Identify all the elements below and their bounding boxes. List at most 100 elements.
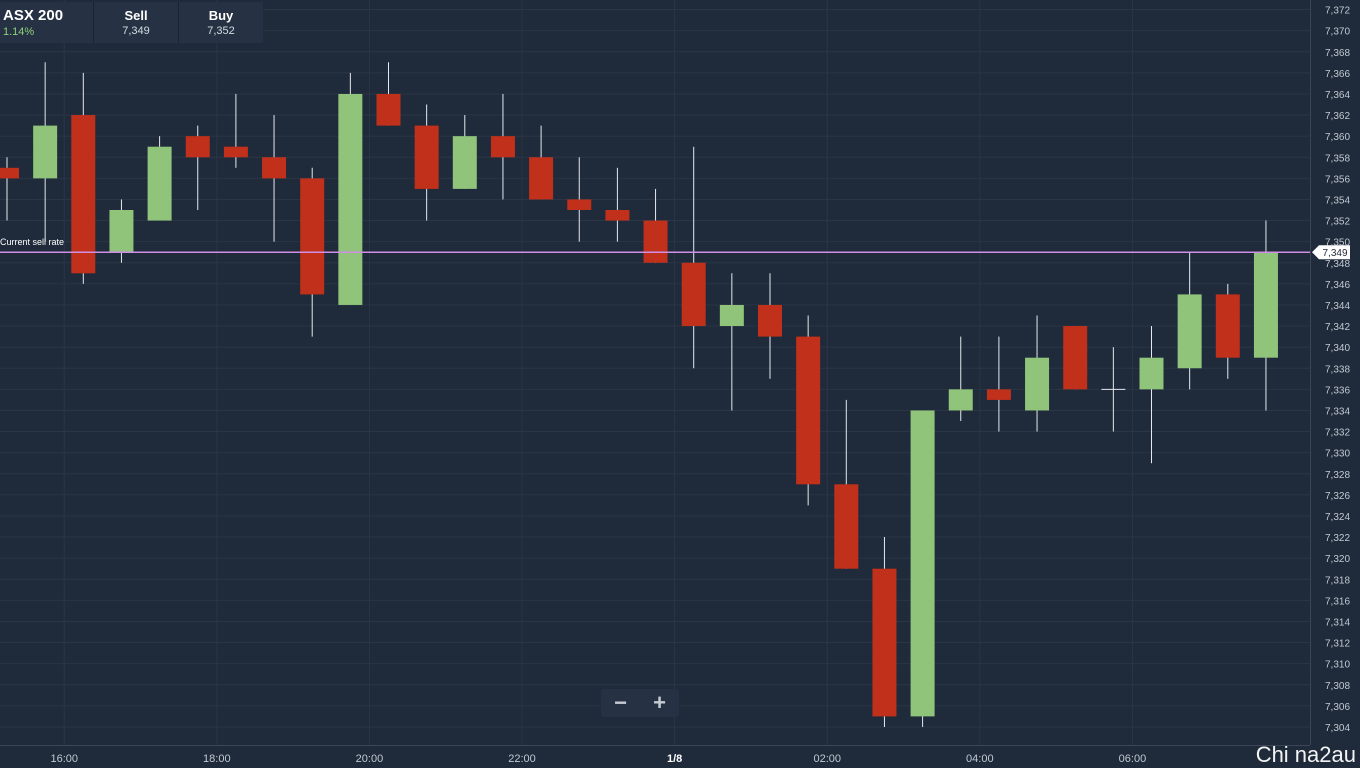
candle-down bbox=[605, 167, 630, 242]
y-tick-label: 7,340 bbox=[1325, 343, 1350, 354]
sell-button[interactable]: Sell 7,349 bbox=[94, 2, 179, 43]
instrument-quote-panel: ASX 200 1.14% Sell 7,349 Buy 7,352 bbox=[0, 2, 263, 43]
candle-body bbox=[910, 410, 935, 717]
instrument-info[interactable]: ASX 200 1.14% bbox=[0, 2, 94, 43]
candle-up bbox=[910, 410, 935, 727]
y-tick-label: 7,330 bbox=[1325, 449, 1350, 460]
candle-body bbox=[223, 146, 248, 158]
sell-label: Sell bbox=[124, 7, 148, 23]
y-tick-label: 7,358 bbox=[1325, 153, 1350, 164]
y-tick-label: 7,322 bbox=[1325, 533, 1350, 544]
candle-up bbox=[1177, 252, 1202, 390]
candle-body bbox=[109, 210, 134, 253]
candles bbox=[0, 62, 1278, 727]
candle-body bbox=[1253, 252, 1278, 358]
candle-up bbox=[948, 336, 973, 421]
x-axis-ticks: 16:00 18:00 20:00 22:00 1/8 02:00 04:00 06:00 bbox=[50, 753, 1146, 765]
sell-value: 7,349 bbox=[122, 24, 150, 37]
x-tick-label: 22:00 bbox=[508, 753, 536, 765]
candle-down bbox=[490, 93, 515, 200]
candle-down bbox=[223, 93, 248, 168]
candle-down bbox=[414, 104, 439, 221]
y-tick-label: 7,354 bbox=[1325, 195, 1350, 206]
candle-body bbox=[414, 125, 439, 189]
instrument-change: 1.14% bbox=[3, 25, 35, 38]
candle-body bbox=[452, 136, 477, 189]
instrument-symbol: ASX 200 bbox=[3, 6, 64, 24]
x-tick-label: 02:00 bbox=[813, 753, 841, 765]
candle-up bbox=[1253, 220, 1278, 411]
y-tick-label: 7,368 bbox=[1325, 48, 1350, 59]
y-tick-label: 7,366 bbox=[1325, 69, 1350, 80]
candle-body bbox=[33, 125, 58, 179]
buy-button[interactable]: Buy 7,352 bbox=[179, 2, 263, 43]
y-tick-label: 7,346 bbox=[1325, 280, 1350, 291]
y-tick-label: 7,310 bbox=[1325, 660, 1350, 671]
buy-value: 7,352 bbox=[207, 24, 235, 37]
candle-down bbox=[529, 125, 554, 200]
y-tick-label: 7,338 bbox=[1325, 364, 1350, 375]
candle-body bbox=[567, 199, 592, 210]
current-sell-rate-value: 7,349 bbox=[1322, 248, 1347, 259]
candle-down bbox=[1063, 326, 1088, 390]
candle-up bbox=[452, 115, 477, 189]
current-sell-rate-line: Current sell rate 7,349 bbox=[0, 237, 1350, 260]
candle-body bbox=[1215, 294, 1240, 358]
candle-body bbox=[71, 115, 96, 274]
candle-down bbox=[796, 315, 821, 506]
candle-body bbox=[834, 484, 859, 569]
y-tick-label: 7,344 bbox=[1325, 301, 1350, 312]
candle-body bbox=[300, 178, 325, 295]
candle-down bbox=[0, 157, 19, 221]
candle-body bbox=[0, 167, 19, 179]
candle-body bbox=[758, 304, 782, 337]
candle-up bbox=[33, 62, 58, 242]
candle-body bbox=[872, 568, 897, 717]
candle-body bbox=[643, 220, 668, 263]
y-tick-label: 7,314 bbox=[1325, 617, 1350, 628]
y-tick-label: 7,332 bbox=[1325, 428, 1350, 439]
x-tick-label: 18:00 bbox=[203, 753, 231, 765]
candle-down bbox=[681, 146, 706, 369]
candle-down bbox=[376, 62, 401, 126]
candle-down bbox=[872, 537, 897, 727]
candle-down bbox=[71, 72, 96, 284]
zoom-in-button[interactable]: + bbox=[653, 690, 666, 715]
candle-body bbox=[1139, 357, 1164, 390]
y-tick-label: 7,350 bbox=[1325, 238, 1350, 249]
zoom-out-button[interactable]: − bbox=[614, 690, 627, 715]
y-axis-ticks: 7,304 7,306 7,308 7,310 7,312 7,314 7,316 7,318… bbox=[1325, 6, 1350, 734]
candle-body bbox=[796, 336, 821, 485]
candle-body bbox=[1063, 326, 1088, 390]
y-tick-label: 7,324 bbox=[1325, 512, 1350, 523]
y-tick-label: 7,304 bbox=[1325, 723, 1350, 734]
candle-down bbox=[986, 336, 1011, 432]
y-tick-label: 7,356 bbox=[1325, 174, 1350, 185]
candle-body bbox=[338, 93, 363, 305]
y-tick-label: 7,326 bbox=[1325, 491, 1350, 502]
candle-up bbox=[719, 273, 744, 411]
candle-up bbox=[1139, 326, 1164, 464]
axis-separators bbox=[0, 0, 1311, 746]
candle-body bbox=[948, 389, 973, 411]
x-tick-label: 20:00 bbox=[356, 753, 384, 765]
candle-down bbox=[758, 273, 782, 379]
y-tick-label: 7,318 bbox=[1325, 575, 1350, 586]
candle-body bbox=[376, 93, 401, 126]
y-tick-label: 7,342 bbox=[1325, 322, 1350, 333]
candle-down bbox=[567, 157, 592, 242]
y-tick-label: 7,364 bbox=[1325, 90, 1350, 101]
current-sell-rate-marker bbox=[1312, 245, 1350, 260]
candle-body bbox=[490, 136, 515, 158]
x-tick-label: 1/8 bbox=[667, 753, 682, 765]
x-tick-label: 16:00 bbox=[50, 753, 78, 765]
candle-down bbox=[262, 115, 287, 242]
candle-up bbox=[147, 136, 172, 221]
y-tick-label: 7,328 bbox=[1325, 470, 1350, 481]
candle-body bbox=[1025, 357, 1050, 411]
y-tick-label: 7,316 bbox=[1325, 596, 1350, 607]
y-tick-label: 7,312 bbox=[1325, 639, 1350, 650]
y-tick-label: 7,372 bbox=[1325, 6, 1350, 17]
y-tick-label: 7,360 bbox=[1325, 132, 1350, 143]
